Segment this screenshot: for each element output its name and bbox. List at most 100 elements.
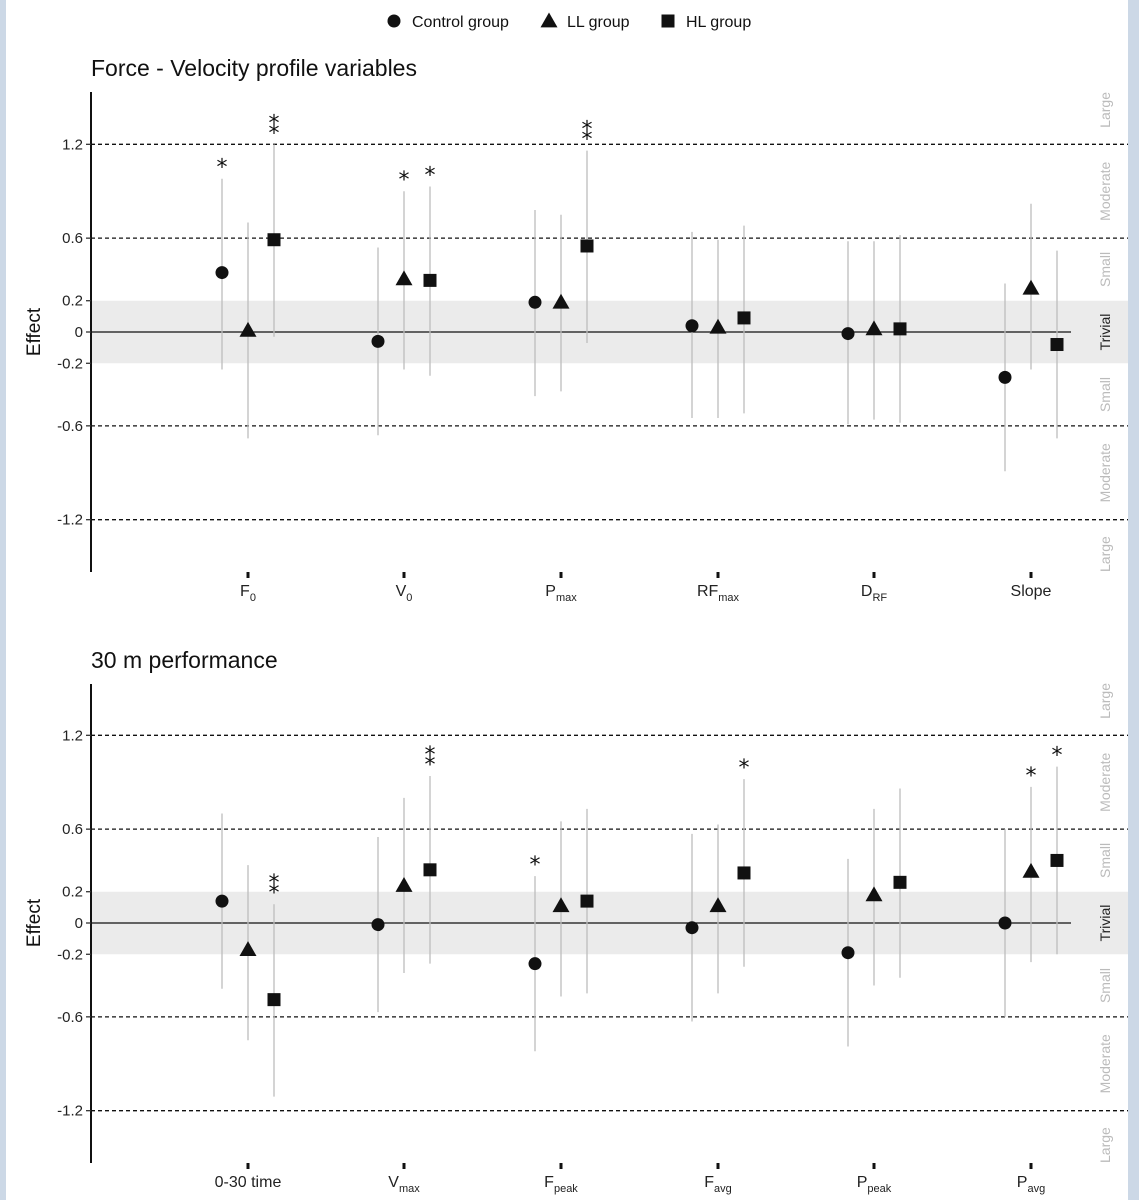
y-tick-label: 0.6 — [62, 821, 83, 838]
data-point-triangle — [395, 876, 413, 892]
x-tick-label: 0-30 time — [215, 1174, 282, 1191]
data-point-triangle — [239, 321, 257, 337]
significance-star: * — [530, 853, 541, 878]
figure-frame: Control group LL group HL group Force - Vel… — [6, 0, 1128, 1200]
data-point-square — [737, 311, 751, 325]
data-point-triangle — [395, 270, 413, 286]
significance-star: * — [269, 881, 280, 906]
data-point-circle — [528, 295, 542, 309]
x-tick-label: RFmax — [697, 583, 740, 604]
significance-star: * — [582, 128, 593, 153]
y-tick-label: -0.2 — [57, 946, 83, 963]
x-tick-label: Fpeak — [544, 1174, 578, 1195]
data-point-square — [580, 894, 594, 908]
data-point-square — [737, 866, 751, 880]
data-point-triangle — [1022, 279, 1040, 295]
data-point-square — [1050, 853, 1064, 867]
x-tick-label: Slope — [1011, 583, 1052, 600]
data-point-square — [580, 239, 594, 253]
data-point-circle — [998, 370, 1012, 384]
significance-star: * — [425, 743, 436, 768]
zone-label: Small — [1097, 377, 1113, 412]
data-point-square — [1050, 338, 1064, 352]
x-tick-label: Favg — [704, 1174, 732, 1195]
effect-size-chart: Control group LL group HL group Force - Vel… — [24, 12, 1128, 1195]
y-tick-label: -1.2 — [57, 1103, 83, 1120]
legend-label: HL group — [686, 14, 751, 31]
legend-marker-square — [661, 14, 675, 28]
zone-label: Trivial — [1097, 905, 1113, 942]
data-point-circle — [841, 946, 855, 960]
zone-label: Small — [1097, 252, 1113, 287]
legend-label: Control group — [412, 14, 509, 31]
data-point-square — [893, 875, 907, 889]
significance-star: * — [269, 121, 280, 146]
legend-label: LL group — [567, 14, 630, 31]
significance-star: * — [425, 164, 436, 189]
zone-label: Large — [1097, 92, 1113, 128]
significance-star: * — [399, 168, 410, 193]
y-tick-label: 1.2 — [62, 727, 83, 744]
data-point-circle — [685, 319, 699, 333]
significance-star: * — [425, 753, 436, 778]
zone-label: Moderate — [1097, 443, 1113, 502]
zone-label: Large — [1097, 1127, 1113, 1163]
data-point-triangle — [709, 318, 727, 334]
significance-star: * — [1026, 764, 1037, 789]
data-point-circle — [215, 266, 229, 280]
panel-title: Force - Velocity profile variables — [91, 55, 417, 81]
data-point-triangle — [709, 897, 727, 913]
data-point-circle — [998, 916, 1012, 930]
y-tick-label: 1.2 — [62, 136, 83, 153]
significance-star: * — [582, 118, 593, 143]
zone-label: Moderate — [1097, 1034, 1113, 1093]
zone-label: Small — [1097, 843, 1113, 878]
data-point-square — [893, 322, 907, 336]
zone-label: Moderate — [1097, 161, 1113, 220]
significance-star: * — [1052, 744, 1063, 769]
significance-star: * — [739, 756, 750, 781]
data-point-square — [423, 863, 437, 877]
panel-title: 30 m performance — [91, 647, 278, 673]
x-tick-label: V0 — [396, 583, 413, 604]
y-tick-label: -0.2 — [57, 355, 83, 372]
data-point-circle — [685, 921, 699, 935]
x-tick-label: Pmax — [545, 583, 577, 604]
y-tick-label: 0.6 — [62, 230, 83, 247]
data-point-triangle — [552, 293, 570, 309]
zone-label: Moderate — [1097, 752, 1113, 811]
zone-label: Large — [1097, 536, 1113, 572]
significance-star: * — [269, 871, 280, 896]
y-axis-label: Effect — [24, 307, 45, 356]
y-tick-label: 0.2 — [62, 884, 83, 901]
significance-star: * — [269, 111, 280, 136]
y-tick-label: -0.6 — [57, 418, 83, 435]
x-tick-label: Ppeak — [857, 1174, 892, 1195]
zone-label: Large — [1097, 683, 1113, 719]
data-point-circle — [841, 327, 855, 341]
data-point-triangle — [865, 320, 883, 336]
y-tick-label: 0 — [75, 324, 83, 341]
y-tick-label: -1.2 — [57, 512, 83, 529]
y-tick-label: 0 — [75, 915, 83, 932]
data-point-square — [267, 993, 281, 1007]
legend-marker-triangle — [540, 12, 558, 28]
data-point-triangle — [239, 941, 257, 956]
data-point-triangle — [1022, 862, 1040, 878]
zone-label: Trivial — [1097, 314, 1113, 351]
data-point-triangle — [865, 886, 883, 902]
significance-star: * — [217, 156, 228, 181]
x-tick-label: DRF — [861, 583, 888, 604]
zone-label: Small — [1097, 968, 1113, 1003]
data-point-circle — [371, 918, 385, 932]
x-tick-label: Pavg — [1017, 1174, 1045, 1195]
data-point-square — [423, 273, 437, 287]
x-tick-label: Vmax — [388, 1174, 420, 1195]
data-point-circle — [528, 957, 542, 971]
x-tick-label: F0 — [240, 583, 256, 604]
y-axis-label: Effect — [24, 898, 45, 947]
legend-marker-circle — [387, 14, 401, 28]
y-tick-label: -0.6 — [57, 1009, 83, 1026]
data-point-triangle — [552, 897, 570, 913]
y-tick-label: 0.2 — [62, 293, 83, 310]
